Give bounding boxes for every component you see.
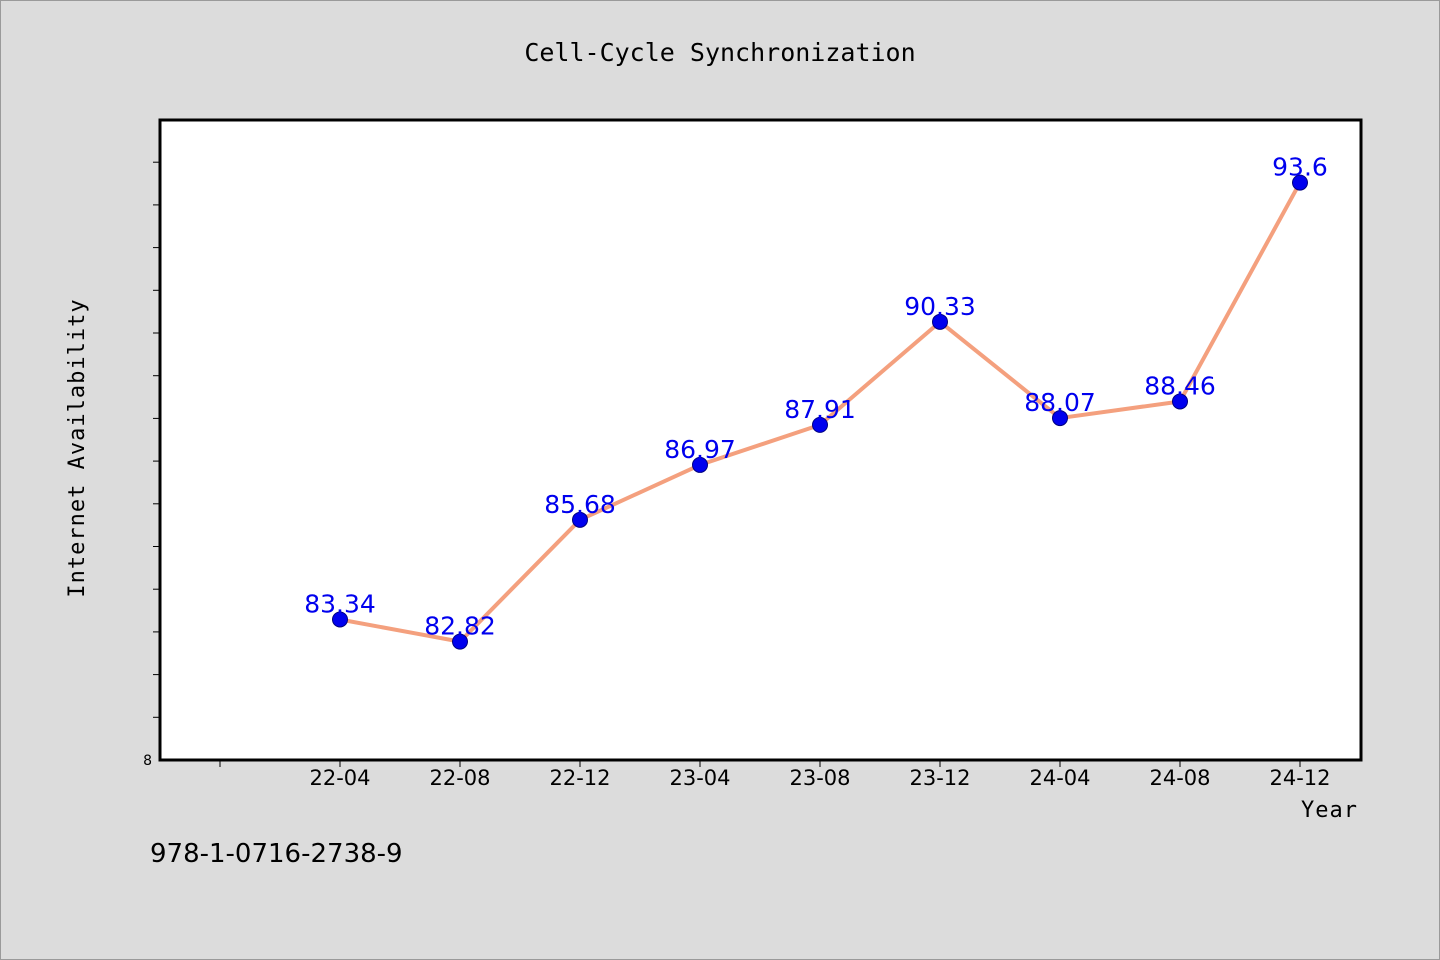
data-label: 90.33 <box>904 292 976 321</box>
x-axis-label: Year <box>1301 798 1358 823</box>
data-label: 93.6 <box>1272 153 1328 182</box>
x-tick-label: 24-04 <box>1029 766 1090 790</box>
data-point <box>1052 410 1068 427</box>
data-point <box>692 456 708 473</box>
x-tick-label: 24-08 <box>1149 766 1210 790</box>
data-label: 87.91 <box>784 395 856 424</box>
footer-isbn: 978-1-0716-2738-9 <box>150 839 403 869</box>
y-axis-min-label: 8 <box>143 753 152 769</box>
data-label: 88.07 <box>1024 388 1096 417</box>
y-axis-label: Internet Availability <box>65 298 90 597</box>
data-point <box>452 633 468 650</box>
x-tick-label: 23-04 <box>669 766 730 790</box>
data-label: 82.82 <box>424 612 496 641</box>
series-layer: 83.34 82.82 85.68 86.97 87.91 90.33 88.07 88.46… <box>304 153 1328 650</box>
axis-ticks: 22-04 22-08 22-12 23-04 23-08 23-12 24-04 24-08… <box>153 161 1331 790</box>
data-label: 83.34 <box>304 589 376 618</box>
x-tick-label: 24-12 <box>1269 766 1330 790</box>
x-tick-label: 23-08 <box>789 766 850 790</box>
x-tick-label: 22-08 <box>429 766 490 790</box>
plot-area <box>160 120 1361 760</box>
data-point <box>812 416 828 433</box>
chart-title: Cell-Cycle Synchronization <box>524 38 915 67</box>
data-point <box>332 611 348 628</box>
data-point <box>1292 174 1308 191</box>
x-tick-label: 23-12 <box>909 766 970 790</box>
x-tick-label: 22-04 <box>309 766 370 790</box>
data-label: 86.97 <box>664 435 736 464</box>
data-label: 88.46 <box>1144 371 1216 400</box>
plot-border <box>158 118 1363 762</box>
data-point <box>572 511 588 528</box>
data-point <box>1172 393 1188 410</box>
data-label: 85.68 <box>544 490 616 519</box>
data-point <box>932 313 948 330</box>
x-tick-label: 22-12 <box>549 766 610 790</box>
